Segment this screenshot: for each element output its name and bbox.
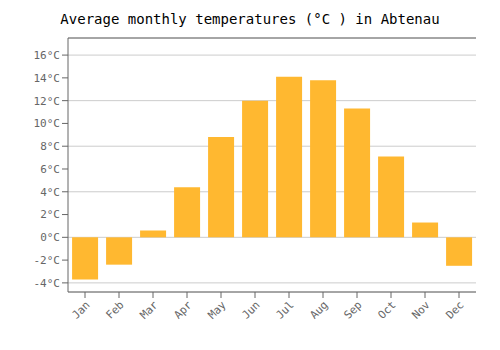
svg-text:Feb: Feb (103, 298, 126, 321)
svg-text:Nov: Nov (409, 298, 433, 322)
svg-text:-4°C: -4°C (34, 277, 61, 290)
svg-text:May: May (205, 298, 229, 322)
svg-text:Sep: Sep (341, 298, 364, 321)
svg-text:Jan: Jan (69, 298, 92, 321)
svg-text:10°C: 10°C (34, 117, 61, 130)
svg-text:6°C: 6°C (40, 163, 60, 176)
svg-text:8°C: 8°C (40, 140, 60, 153)
svg-text:12°C: 12°C (34, 95, 61, 108)
svg-text:Dec: Dec (443, 298, 466, 321)
svg-text:-2°C: -2°C (34, 254, 61, 267)
svg-text:Mar: Mar (137, 298, 161, 322)
svg-text:Aug: Aug (307, 298, 330, 321)
svg-text:Apr: Apr (171, 298, 195, 322)
svg-text:Oct: Oct (375, 298, 398, 321)
svg-text:Jul: Jul (273, 298, 296, 321)
svg-text:2°C: 2°C (40, 208, 60, 221)
html-text:Average monthly temperatures (: Average monthly temperatures (°C ) in Ab… (60, 11, 440, 27)
svg-text:14°C: 14°C (34, 72, 61, 85)
svg-text:Jun: Jun (239, 298, 262, 321)
svg-text:4°C: 4°C (40, 186, 60, 199)
svg-text:0°C: 0°C (40, 231, 60, 244)
svg-text:16°C: 16°C (34, 49, 61, 62)
